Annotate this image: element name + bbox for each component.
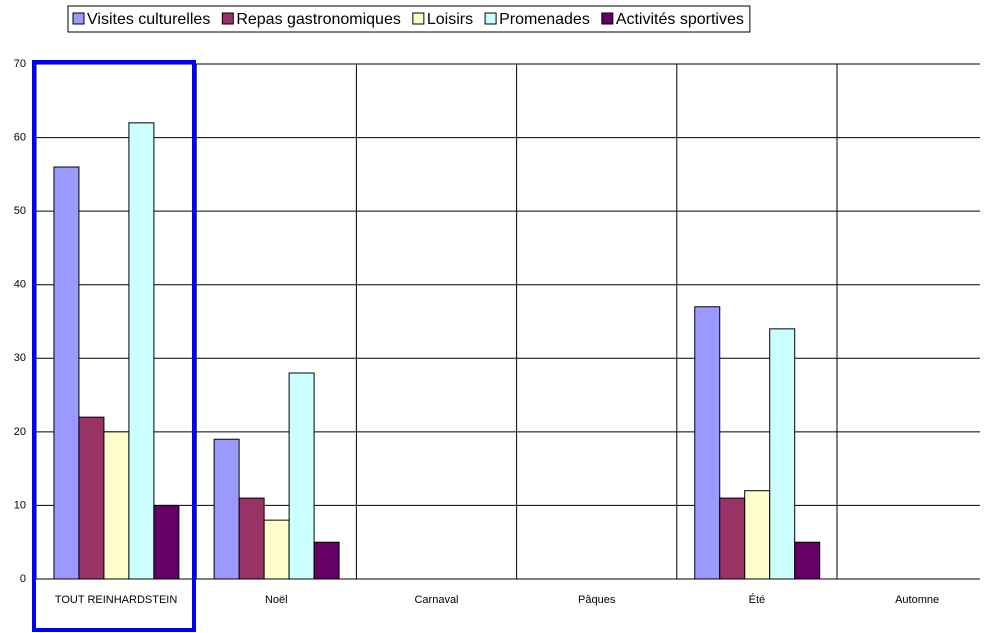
bar <box>719 497 746 580</box>
x-tick-label: Noël <box>265 594 288 606</box>
legend-swatch <box>72 12 85 25</box>
y-tick-label: 30 <box>14 352 26 364</box>
legend-label: Visites culturelles <box>87 11 210 28</box>
bar <box>53 166 80 580</box>
bar <box>769 328 796 580</box>
y-tick-label: 40 <box>14 279 26 291</box>
bar <box>694 306 721 580</box>
bar <box>128 122 155 580</box>
y-tick-label: 70 <box>14 58 26 70</box>
bar <box>288 372 315 580</box>
y-tick-label: 60 <box>14 131 26 143</box>
legend-label: Loisirs <box>427 11 473 28</box>
legend-swatch <box>601 12 614 25</box>
legend-box <box>67 5 751 33</box>
x-tick-label: Été <box>749 593 766 606</box>
bar <box>153 504 180 580</box>
bar <box>263 519 290 580</box>
highlight-box <box>32 60 196 632</box>
legend-label: Repas gastronomiques <box>236 11 401 28</box>
x-tick-label: Pâques <box>578 594 616 606</box>
bar <box>238 497 265 580</box>
x-tick-label: Carnaval <box>414 594 458 606</box>
bar <box>794 541 821 580</box>
legend-swatch <box>221 12 234 25</box>
y-tick-label: 50 <box>14 205 26 217</box>
y-tick-label: 10 <box>14 499 26 511</box>
x-tick-label: Automne <box>895 594 939 606</box>
bar <box>103 431 130 580</box>
y-tick-label: 0 <box>20 573 26 585</box>
bar <box>313 541 340 580</box>
bar <box>213 438 240 580</box>
legend-swatch <box>484 12 497 25</box>
bar <box>78 416 105 580</box>
x-tick-label: TOUT REINHARDSTEIN <box>55 594 177 606</box>
bar <box>744 490 771 580</box>
y-tick-label: 20 <box>14 426 26 438</box>
legend-label: Promenades <box>499 11 590 28</box>
legend-label: Activités sportives <box>616 11 744 28</box>
legend-swatch <box>412 12 425 25</box>
